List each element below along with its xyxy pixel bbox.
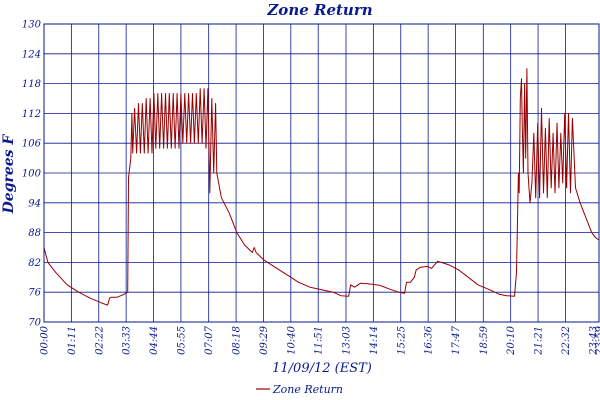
x-tick-label: 23:59 xyxy=(595,325,600,355)
x-tick-label: 11:51 xyxy=(314,326,325,355)
series-layer xyxy=(43,68,600,306)
y-tick-label: 94 xyxy=(28,198,41,209)
x-tick-label: 07:07 xyxy=(204,325,215,354)
y-tick-label: 124 xyxy=(22,49,41,60)
y-tick-label: 130 xyxy=(22,20,42,31)
legend-label: Zone Return xyxy=(272,383,343,396)
y-tick-label: 76 xyxy=(28,288,41,299)
x-tick-label: 03:33 xyxy=(122,326,133,355)
y-tick-label: 112 xyxy=(22,109,41,120)
x-tick-label: 08:18 xyxy=(232,326,243,355)
x-tick-label: 16:36 xyxy=(424,325,435,354)
y-tick-label: 106 xyxy=(22,139,42,150)
x-tick-label: 22:32 xyxy=(561,326,572,356)
x-tick-label: 09:29 xyxy=(259,325,270,354)
x-tick-label: 20:10 xyxy=(506,325,517,355)
x-tick-label: 23:43 xyxy=(588,326,599,356)
x-tick-label: 18:59 xyxy=(479,325,490,354)
x-tick-label: 14:14 xyxy=(369,326,380,355)
x-tick-labels: 00:00 01:11 02:22 03:33 04:44 05:55 07:07 08:18… xyxy=(40,325,600,355)
x-tick-label: 15:25 xyxy=(396,326,407,355)
x-tick-label: 02:22 xyxy=(94,326,105,355)
chart-title: Zone Return xyxy=(266,1,372,19)
x-tick-label: 10:40 xyxy=(286,325,297,354)
x-tick-label: 17:47 xyxy=(451,325,462,354)
x-tick-label: 04:44 xyxy=(149,326,160,355)
x-tick-label: 21:21 xyxy=(534,326,545,356)
plot-frame xyxy=(43,23,600,323)
y-tick-label: 118 xyxy=(22,79,41,90)
y-tick-labels: 70 76 82 88 94 100 106 112 118 124 130 xyxy=(22,20,42,329)
y-tick-label: 82 xyxy=(28,258,41,269)
x-tick-label: 01:11 xyxy=(67,326,78,355)
legend: Zone Return xyxy=(256,383,343,396)
y-tick-label: 70 xyxy=(28,318,41,329)
y-tick-label: 100 xyxy=(22,169,42,180)
x-tick-label: 00:00 xyxy=(40,325,51,354)
series-line-zone-return xyxy=(43,68,600,306)
x-axis-label: 11/09/12 (EST) xyxy=(272,361,372,376)
y-axis-label: Degrees F xyxy=(1,134,17,215)
x-tick-label: 05:55 xyxy=(176,326,187,355)
x-tick-label: 13:03 xyxy=(341,326,352,355)
y-tick-label: 88 xyxy=(28,228,41,239)
